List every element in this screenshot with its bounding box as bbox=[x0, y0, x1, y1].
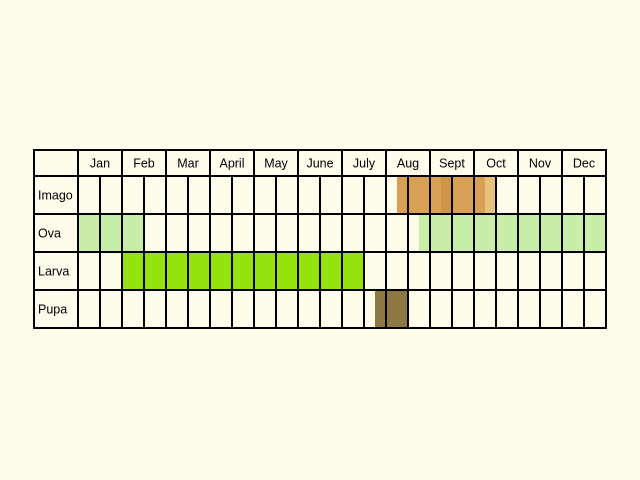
month-label-jan: Jan bbox=[90, 157, 110, 171]
activity-larva-0 bbox=[122, 252, 364, 290]
month-label-nov: Nov bbox=[529, 157, 552, 171]
activity-imago-1 bbox=[485, 176, 496, 214]
activity-imago-shade bbox=[441, 176, 452, 214]
month-label-oct: Oct bbox=[486, 157, 506, 171]
stage-label-imago: Imago bbox=[38, 189, 73, 203]
stage-label-ova: Ova bbox=[38, 227, 61, 241]
month-label-feb: Feb bbox=[133, 157, 155, 171]
activity-ova-1 bbox=[419, 214, 606, 252]
activity-fills bbox=[78, 176, 606, 328]
activity-pupa-0 bbox=[375, 290, 408, 328]
grid-lines bbox=[33, 149, 607, 329]
month-label-sept: Sept bbox=[439, 157, 465, 171]
month-label-april: April bbox=[219, 157, 244, 171]
stage-label-larva: Larva bbox=[38, 265, 69, 279]
stage-labels: Imago Ova Larva Pupa bbox=[38, 189, 73, 317]
month-label-dec: Dec bbox=[573, 157, 595, 171]
month-label-may: May bbox=[264, 157, 288, 171]
month-label-july: July bbox=[353, 157, 376, 171]
month-label-mar: Mar bbox=[177, 157, 199, 171]
month-labels: Jan Feb Mar April May June July Aug Sept Oct Nov De… bbox=[90, 157, 595, 171]
activity-ova-0 bbox=[78, 214, 144, 252]
month-label-june: June bbox=[306, 157, 333, 171]
stage-label-pupa: Pupa bbox=[38, 303, 67, 317]
month-label-aug: Aug bbox=[397, 157, 419, 171]
